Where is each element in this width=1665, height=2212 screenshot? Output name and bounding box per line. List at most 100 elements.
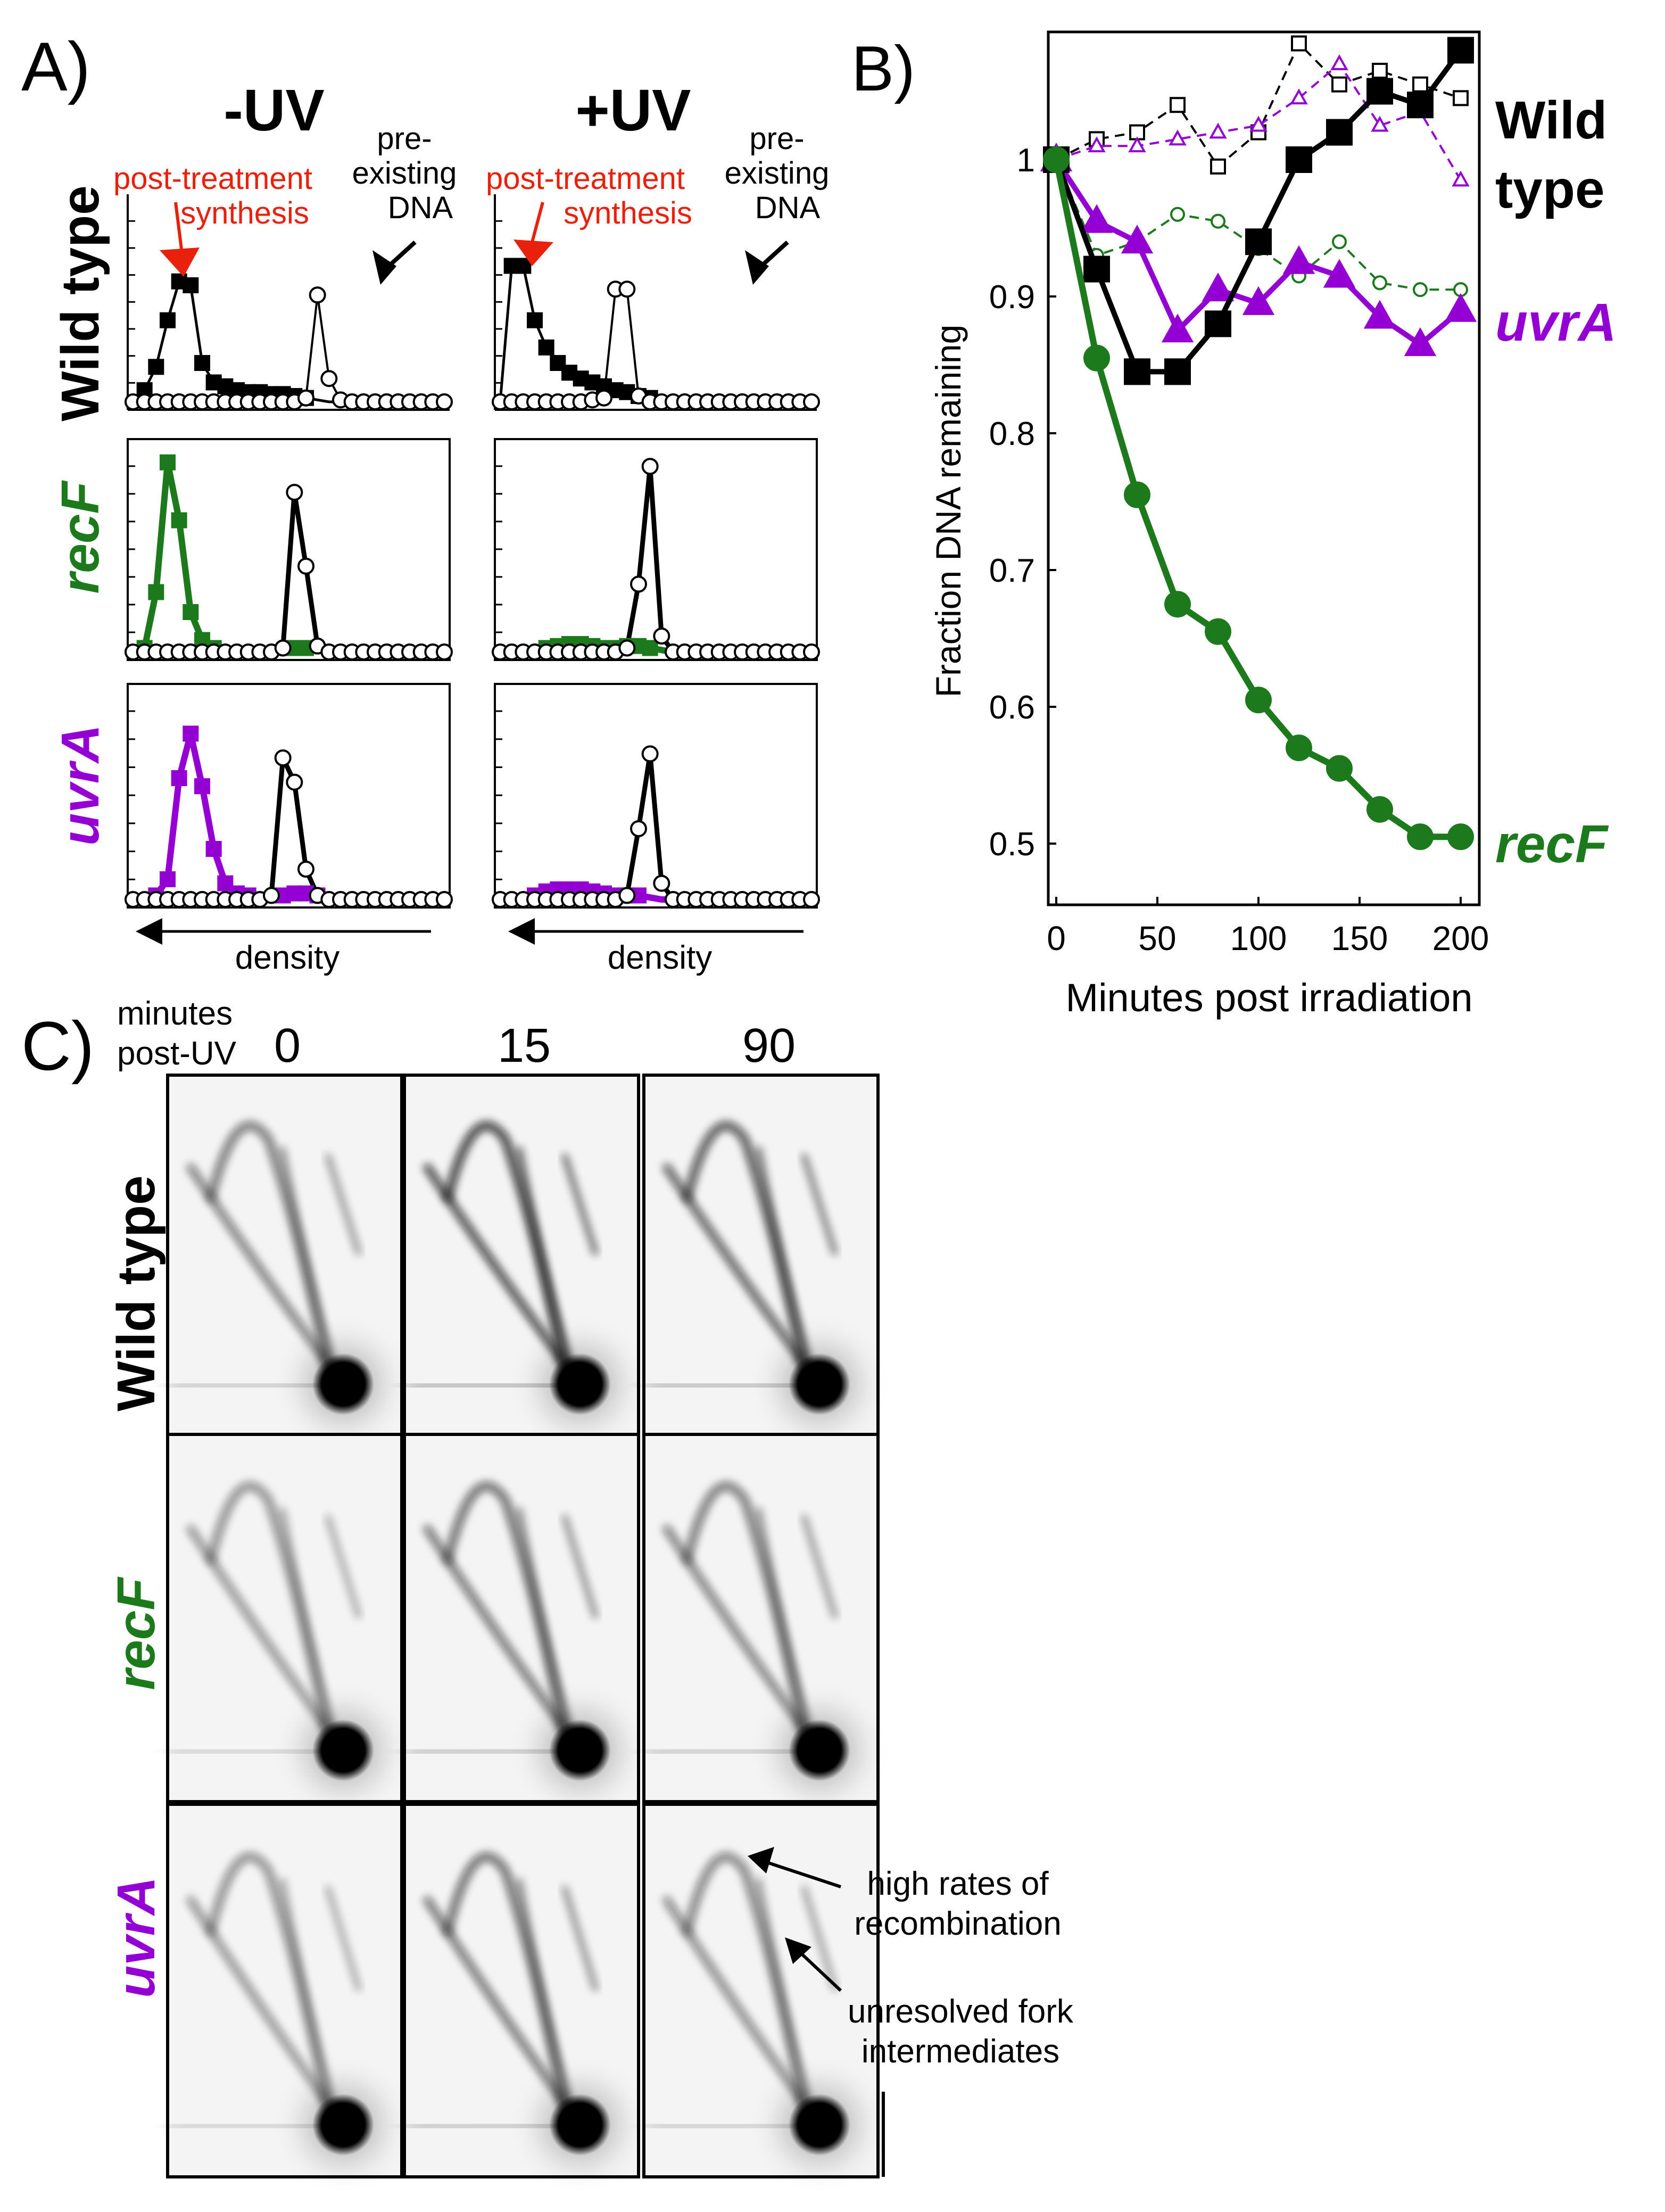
data-point-recf--unirradiated-	[1211, 213, 1225, 229]
new-dna-point	[160, 871, 176, 887]
timepoint-0: 0	[274, 1019, 301, 1072]
data-point-recf	[1447, 823, 1474, 851]
old-dna-point	[274, 639, 292, 657]
new-dna-point	[527, 312, 543, 328]
series-line-recf--unirradiated-	[1055, 159, 1461, 291]
gel-frame	[166, 1433, 403, 1803]
data-point-wild-type	[1407, 92, 1434, 119]
gel-y-arc	[206, 1482, 332, 1735]
data-point-uvra--unirradiated-	[1209, 122, 1227, 139]
data-point-wild-type	[1083, 255, 1110, 283]
density-label-minus: density	[235, 939, 339, 976]
gel-frame	[166, 1803, 403, 2178]
gel-cone	[561, 1514, 599, 1619]
gel-inner-arc	[516, 1146, 577, 1380]
data-point-wild-type	[1286, 146, 1312, 173]
gel-y-arc	[682, 1121, 808, 1369]
new-dna-point	[642, 640, 658, 656]
old-dna-point	[653, 628, 670, 645]
gel-inner-arc	[756, 1878, 817, 2120]
old-dna-point	[803, 891, 820, 908]
data-point-wild-type	[1366, 78, 1393, 105]
row-label-wild-type-c: Wild type	[106, 1175, 166, 1412]
data-point-wild-type--unirradiated-	[1453, 90, 1469, 106]
timepoint-90: 90	[742, 1019, 796, 1072]
density-arrowhead-minus	[136, 918, 162, 945]
data-point-uvra	[1444, 293, 1477, 322]
data-point-uvra	[1121, 225, 1154, 254]
preexisting-label-minus-1: pre-	[377, 121, 432, 156]
annotation-arrowhead-recombination	[748, 1847, 774, 1873]
profile-new-dna	[132, 280, 444, 403]
old-dna-point	[653, 874, 670, 892]
series-line-wild-type--unirradiated-	[1056, 42, 1461, 168]
gel-inner-arc	[756, 1507, 817, 1746]
new-dna-point	[171, 512, 187, 529]
old-dna-point	[641, 745, 659, 763]
density-arrowhead-plus	[508, 918, 535, 945]
x-tick-label: 50	[1138, 919, 1176, 958]
x-tick-label: 200	[1432, 919, 1489, 958]
minus-uv-header: -UV	[223, 78, 324, 143]
new-dna-point	[148, 359, 164, 375]
preexisting-label-minus-3: DNA	[388, 191, 453, 225]
data-point-wild-type	[1447, 37, 1474, 64]
data-point-recf	[1407, 823, 1434, 851]
y-tick-label: 0.6	[989, 689, 1035, 726]
old-dna-point	[286, 773, 303, 791]
gel-image	[166, 1803, 403, 2178]
gel-cone	[801, 1153, 838, 1256]
data-point-uvra--unirradiated-	[1128, 136, 1146, 153]
gel-spot-halo	[306, 2087, 380, 2162]
panel-c-label: C)	[21, 1007, 94, 1085]
black-arrowhead-plus	[745, 250, 769, 285]
gel-cone	[561, 1153, 599, 1256]
data-point-uvra--unirradiated-	[1169, 129, 1187, 146]
legend-recf: recF	[1495, 814, 1609, 874]
gel-image	[403, 1803, 640, 2178]
data-point-recf	[1164, 591, 1191, 618]
gel-inner-arc	[279, 1146, 341, 1380]
panel-b-plot: 0 50 100 150 200 0.5 0.6 0.7 0.8 0.9 1	[989, 35, 1489, 958]
data-point-uvra	[1242, 286, 1275, 315]
profile-old-dna	[133, 294, 444, 403]
gel-y-arc	[443, 1121, 568, 1369]
preexisting-label-plus-1: pre-	[749, 121, 804, 156]
data-point-wild-type--unirradiated-	[1291, 35, 1307, 52]
gel-spot-halo	[543, 1347, 617, 1422]
data-point-uvra	[1363, 300, 1396, 329]
old-dna-point	[641, 458, 659, 475]
old-dna-point	[309, 286, 326, 304]
new-dna-point	[160, 312, 176, 328]
gel-spot-halo	[782, 1713, 857, 1788]
data-point-recf	[1326, 755, 1353, 782]
preexisting-label-plus-3: DNA	[755, 191, 821, 225]
annotation-arrow-fork	[797, 1949, 842, 1992]
row-label-recf-c: recF	[106, 1576, 166, 1690]
y-tick-label: 0.8	[989, 416, 1035, 452]
data-point-uvra--unirradiated-	[1088, 136, 1106, 153]
gel-y-arc	[443, 1482, 568, 1735]
new-dna-point	[194, 355, 210, 371]
gel-image	[642, 1074, 880, 1436]
gel-spot-halo	[782, 1347, 857, 1422]
gel-cone	[325, 1153, 362, 1256]
old-dna-point	[618, 280, 636, 298]
data-point-uvra	[1161, 313, 1194, 343]
old-dna-point	[803, 393, 820, 410]
timepoint-15: 15	[498, 1019, 551, 1072]
new-dna-point	[205, 841, 222, 857]
new-dna-point	[160, 454, 176, 471]
gel-y-arc	[206, 1852, 332, 2110]
red-arrow-plus	[531, 202, 544, 243]
gel-spot-halo	[306, 1713, 380, 1788]
gel-y-arc	[682, 1852, 808, 2110]
new-dna-point	[183, 604, 199, 620]
profile-new-dna	[499, 265, 811, 403]
old-dna-point	[436, 891, 453, 908]
gel-cone	[801, 1885, 838, 1992]
data-point-wild-type	[1124, 358, 1150, 385]
series-line-uvra--unirradiated-	[1056, 63, 1462, 181]
panel-b-ylabel: Fraction DNA remaining	[929, 325, 968, 698]
